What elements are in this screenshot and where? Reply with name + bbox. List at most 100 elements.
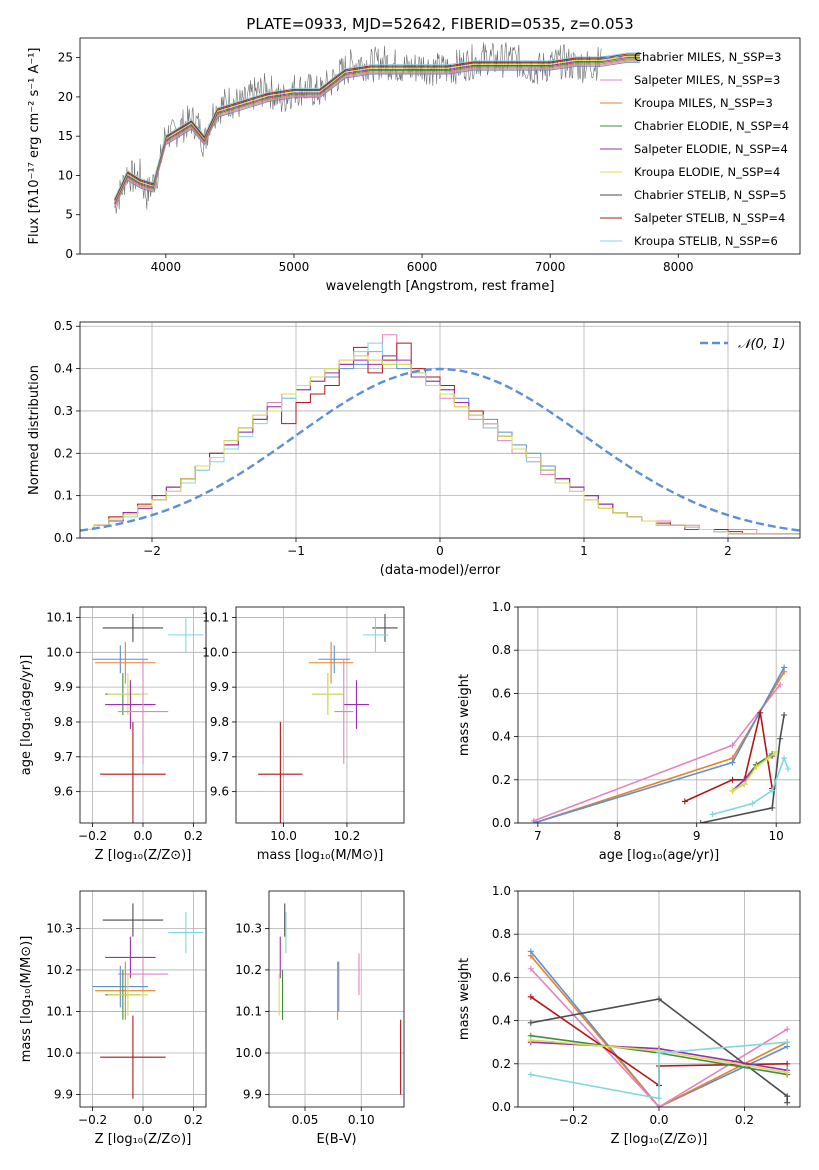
x-axis-label: age [log₁₀(age/yr)] <box>599 848 720 863</box>
spectrum-model-line <box>114 58 640 205</box>
weight-point <box>656 1104 662 1107</box>
y-tick-label: 9.8 <box>210 715 229 729</box>
plot-area <box>278 903 402 1095</box>
x-tick-label: 10.2 <box>334 829 361 843</box>
weight-point <box>656 1095 662 1102</box>
weight-point <box>729 742 736 749</box>
y-tick-label: 10 <box>58 168 73 182</box>
y-axis-label: mass weight <box>457 674 472 756</box>
axes-frame <box>79 890 207 1108</box>
weight-point <box>784 1026 791 1033</box>
weight-point <box>781 664 788 671</box>
x-tick-label: 0.2 <box>184 1113 203 1127</box>
axes-frame <box>235 606 405 824</box>
legend-entry: Salpeter ELODIE, N_SSP=4 <box>634 142 788 156</box>
y-axis-label: Normed distribution <box>27 365 42 495</box>
y-tick-label: 10.1 <box>202 610 229 624</box>
y-tick-label: 0 <box>65 247 73 261</box>
y-tick-label: 0.8 <box>492 643 511 657</box>
y-tick-label: 15 <box>58 129 73 143</box>
y-tick-label: 25 <box>58 51 73 65</box>
plot-area <box>92 613 204 823</box>
weight-point <box>784 1069 791 1076</box>
spectrum-model-line <box>114 54 640 201</box>
weight-point <box>697 820 704 823</box>
y-tick-label: 0.2 <box>492 1057 511 1071</box>
x-tick-label: 0.0 <box>649 1113 668 1127</box>
weight-point <box>784 1093 791 1100</box>
y-tick-label: 0.0 <box>492 1100 511 1114</box>
axes-background <box>236 607 404 823</box>
y-tick-label: 10.1 <box>46 1004 73 1018</box>
spectrum-model-line <box>114 60 640 207</box>
x-tick-label: 9 <box>693 829 701 843</box>
weight-line <box>700 714 785 823</box>
axes-frame <box>79 321 801 539</box>
weight-point <box>656 1050 662 1056</box>
weight-point <box>749 800 756 807</box>
plot-area <box>114 42 640 214</box>
weight-point <box>527 952 534 959</box>
y-tick-label: 10.2 <box>235 963 262 977</box>
y-tick-label: 0.6 <box>492 970 511 984</box>
y-tick-label: 0.2 <box>492 773 511 787</box>
x-tick-label: 6000 <box>407 260 438 274</box>
y-axis-label: Flux [fλ10⁻¹⁷ erg cm⁻² s⁻¹ A⁻¹] <box>27 48 42 245</box>
spectrum-model-line <box>114 57 640 204</box>
x-tick-label: 0.2 <box>184 829 203 843</box>
y-tick-label: 20 <box>58 90 73 104</box>
weight-point <box>729 776 736 783</box>
axes-frame <box>268 890 405 1108</box>
y-tick-label: 10.3 <box>235 921 262 935</box>
x-axis-label: Z [log₁₀(Z/Z⊙)] <box>95 1132 192 1147</box>
axes-background <box>518 607 800 823</box>
weight-point <box>784 1060 791 1067</box>
y-tick-label: 9.7 <box>54 750 73 764</box>
plot-area <box>80 334 800 535</box>
weight-point <box>741 781 748 788</box>
y-tick-label: 9.9 <box>54 1088 73 1102</box>
legend-entry: 𝒩(0, 1) <box>738 337 785 352</box>
weight-point <box>527 1019 534 1026</box>
spectrum-model-line <box>114 59 640 206</box>
y-tick-label: 0.8 <box>492 927 511 941</box>
x-tick-label: 10.0 <box>270 829 297 843</box>
x-axis-label: (data-model)/error <box>380 563 501 578</box>
y-axis-label: mass weight <box>457 958 472 1040</box>
spectrum-model-line <box>114 53 640 200</box>
weight-point <box>784 1099 791 1106</box>
x-tick-label: 7 <box>534 829 542 843</box>
weight-point <box>785 766 792 772</box>
legend-entry: Kroupa STELIB, N_SSP=6 <box>634 234 778 248</box>
axes-frame <box>517 606 801 824</box>
y-axis-label: mass [log₁₀(M/M⊙)] <box>19 936 34 1063</box>
y-tick-label: 0.2 <box>54 446 73 460</box>
y-tick-label: 0.4 <box>492 1014 511 1028</box>
axes-background <box>269 891 404 1107</box>
histogram-step <box>80 355 800 535</box>
gaussian-curve <box>80 367 800 532</box>
x-tick-label: 8000 <box>663 260 694 274</box>
y-tick-label: 9.8 <box>54 715 73 729</box>
axes-frame <box>79 37 801 255</box>
y-tick-label: 5 <box>65 208 73 222</box>
x-axis-label: mass [log₁₀(M/M⊙)] <box>257 848 384 863</box>
legend-entry: Kroupa MILES, N_SSP=3 <box>634 96 773 110</box>
y-tick-label: 10.1 <box>46 610 73 624</box>
y-tick-label: 0.4 <box>54 362 73 376</box>
y-tick-label: 1.0 <box>492 600 511 614</box>
x-tick-label: 0 <box>436 544 444 558</box>
x-tick-label: 2 <box>724 544 732 558</box>
weight-point <box>765 755 772 762</box>
spectrum-model-line <box>114 61 640 208</box>
legend-entry: Salpeter MILES, N_SSP=3 <box>634 73 780 87</box>
weight-line <box>530 1041 788 1100</box>
y-tick-label: 0.4 <box>492 730 511 744</box>
y-tick-label: 10.1 <box>235 1004 262 1018</box>
y-tick-label: 9.6 <box>210 785 229 799</box>
x-axis-label: Z [log₁₀(Z/Z⊙)] <box>611 1132 708 1147</box>
y-tick-label: 10.0 <box>235 1046 262 1060</box>
y-tick-label: 10.0 <box>46 645 73 659</box>
x-tick-label: −0.2 <box>78 829 107 843</box>
